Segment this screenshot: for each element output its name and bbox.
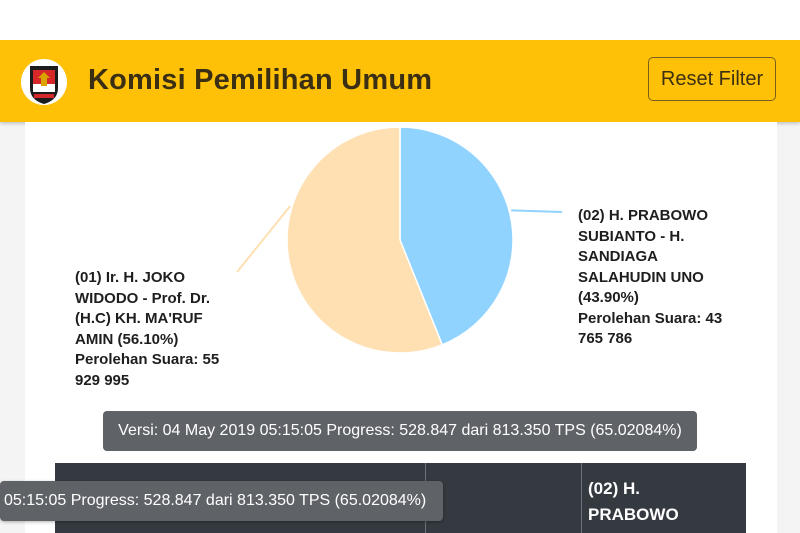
slice-02-label-line: (43.90%) xyxy=(578,289,639,306)
slice-01-label-line: AMIN (56.10%) xyxy=(75,330,179,348)
pie-slice-1[interactable] xyxy=(286,126,444,354)
slice-01-label-line: (01) Ir. H. JOKO xyxy=(75,269,186,286)
app-header: Komisi Pemilihan Umum Reset Filter xyxy=(0,40,800,122)
slice-label-02: (02) H. PRABOWO SUBIANTO - H. SANDIAGA S… xyxy=(578,206,722,350)
slice-02-label-line: SUBIANTO - H. xyxy=(578,227,685,245)
slice-01-votes-line: Perolehan Suara: 55 xyxy=(75,351,220,368)
column-divider xyxy=(581,463,582,533)
slice-01-label-line: WIDODO - Prof. Dr. xyxy=(75,289,210,307)
slice-01-votes-line: 929 995 xyxy=(75,371,130,389)
slice-02-label-line: (02) H. PRABOWO xyxy=(578,207,709,224)
slice-01-label-line: (H.C) KH. MA'RUF xyxy=(75,310,203,327)
candidate-02-header-line: (02) H. xyxy=(588,479,640,498)
slice-02-votes-line: Perolehan Suara: 43 xyxy=(578,309,723,327)
pie-slice-2[interactable] xyxy=(399,126,514,346)
label-connector-1 xyxy=(236,205,291,273)
slice-label-01: (01) Ir. H. JOKO WIDODO - Prof. Dr. (H.C… xyxy=(75,268,219,391)
candidate-02-header-line: PRABOWO xyxy=(588,505,679,524)
version-progress-bar: Versi: 04 May 2019 05:15:05 Progress: 52… xyxy=(103,411,697,451)
label-connector-2 xyxy=(511,209,563,213)
table-header-candidate-02: (02) H. PRABOWO xyxy=(588,476,679,528)
kpu-logo-icon xyxy=(21,59,67,105)
slice-02-label-line: SALAHUDIN UNO xyxy=(578,268,704,286)
app-title: Komisi Pemilihan Umum xyxy=(88,64,433,96)
reset-filter-button[interactable]: Reset Filter xyxy=(648,57,776,101)
progress-tooltip: 05:15:05 Progress: 528.847 dari 813.350 … xyxy=(0,481,443,521)
slice-02-label-line: SANDIAGA xyxy=(578,248,659,265)
slice-02-votes-line: 765 786 xyxy=(578,330,633,347)
top-strip xyxy=(0,0,800,40)
